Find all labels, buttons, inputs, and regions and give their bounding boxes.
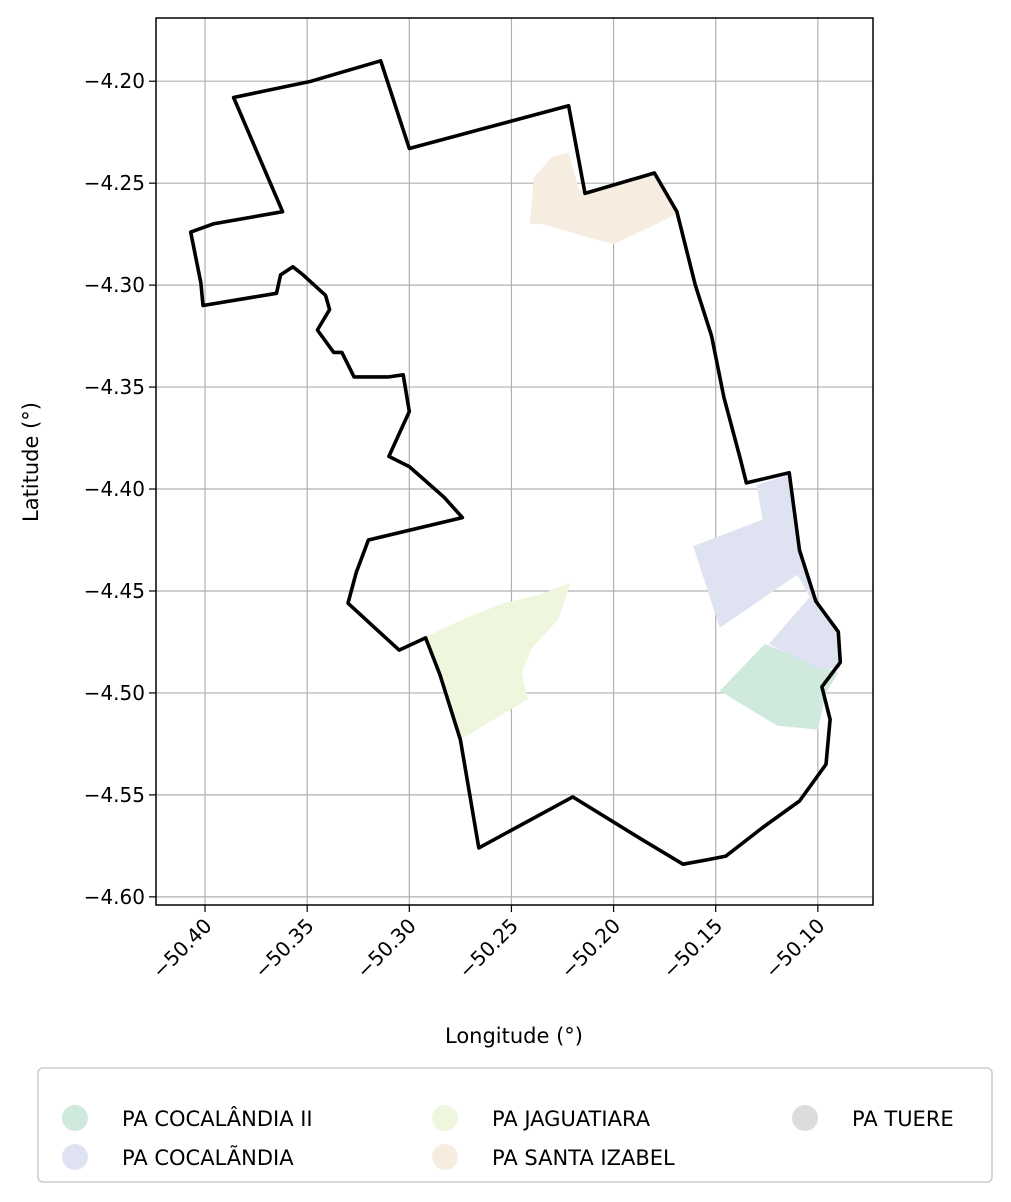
x-axis-ticks: −50.40 −50.35 −50.30 −50.25 −50.20 −50.15 −50.… [147,905,829,983]
legend: PA COCALÂNDIA II PA COCALÃNDIA PA JAGUATIA… [37,1067,993,1183]
y-tick-label: −4.35 [84,375,145,399]
y-axis-label: Latitude (°) [19,402,43,522]
municipality-boundary [188,59,843,866]
x-tick-label: −50.10 [760,914,829,983]
area-pa-cocal-ndia-ii [719,644,839,730]
area-pa-jaguatiara [423,582,571,740]
x-tick-label: −50.40 [147,914,216,983]
y-tick-label: −4.60 [84,885,145,909]
y-tick-label: −4.45 [84,579,145,603]
y-tick-label: −4.25 [84,171,145,195]
y-tick-label: −4.30 [84,273,145,297]
legend-frame [37,1067,993,1183]
area-pa-santa-izabel [529,152,677,245]
legend-label: PA JAGUATIARA [492,1107,651,1131]
legend-label: PA COCALÂNDIA II [122,1106,313,1131]
y-tick-label: −4.55 [84,783,145,807]
grid [156,18,873,905]
x-tick-label: −50.35 [249,914,318,983]
x-tick-label: −50.25 [454,914,523,983]
legend-marker [62,1105,88,1131]
y-tick-label: −4.20 [84,69,145,93]
legend-marker [432,1105,458,1131]
legend-label: PA COCALÃNDIA [122,1144,294,1170]
settlement-areas [423,152,841,740]
x-tick-label: −50.20 [556,914,625,983]
y-tick-label: −4.50 [84,681,145,705]
x-axis-label: Longitude (°) [445,1024,583,1048]
y-tick-label: −4.40 [84,477,145,501]
legend-label: PA TUERE [852,1107,954,1131]
legend-marker [62,1144,88,1170]
x-tick-label: −50.15 [658,914,727,983]
legend-label: PA SANTA IZABEL [492,1146,675,1170]
plot-frame [155,17,874,906]
area-pa-cocal-ndia [693,474,841,669]
legend-marker [792,1105,818,1131]
y-axis-ticks: −4.20 −4.25 −4.30 −4.35 −4.40 −4.45 −4.50 −4.55… [84,69,156,909]
x-tick-label: −50.30 [352,914,421,983]
legend-marker [432,1144,458,1170]
